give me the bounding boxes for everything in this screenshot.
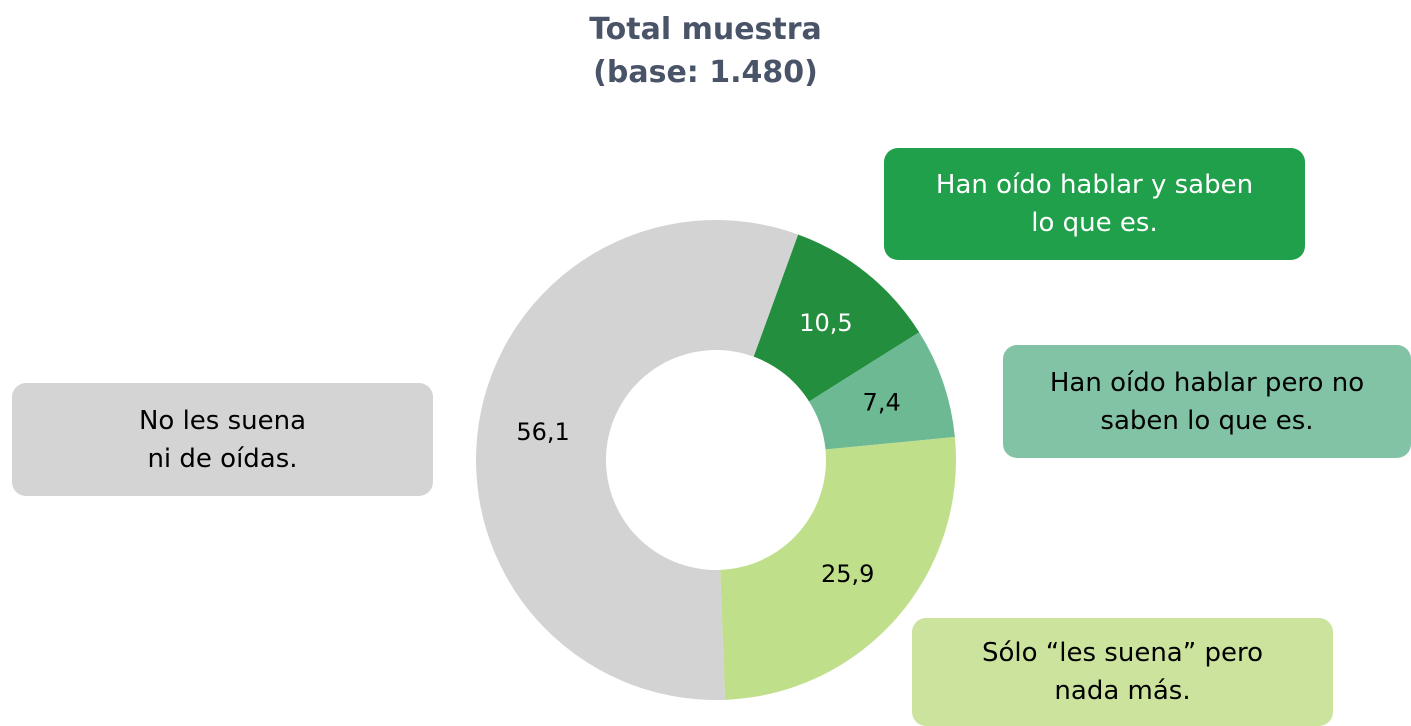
donut-slice: [753, 234, 920, 402]
category-label: No les suena ni de oídas.: [12, 383, 433, 496]
chart-subtitle: (base: 1.480): [593, 55, 818, 90]
category-label: Sólo “les suena” pero nada más.: [912, 618, 1333, 726]
value-label: 25,9: [821, 560, 874, 588]
value-label: 56,1: [516, 418, 569, 446]
category-label: Han oído hablar pero no saben lo que es.: [1003, 345, 1411, 458]
donut-slice: [476, 220, 799, 700]
value-label: 10,5: [799, 309, 852, 337]
value-label: 7,4: [863, 389, 901, 417]
category-label: Han oído hablar y saben lo que es.: [884, 148, 1305, 260]
chart-title: Total muestra: [589, 12, 822, 47]
donut-slice: [809, 332, 955, 450]
donut-slice: [720, 437, 956, 700]
